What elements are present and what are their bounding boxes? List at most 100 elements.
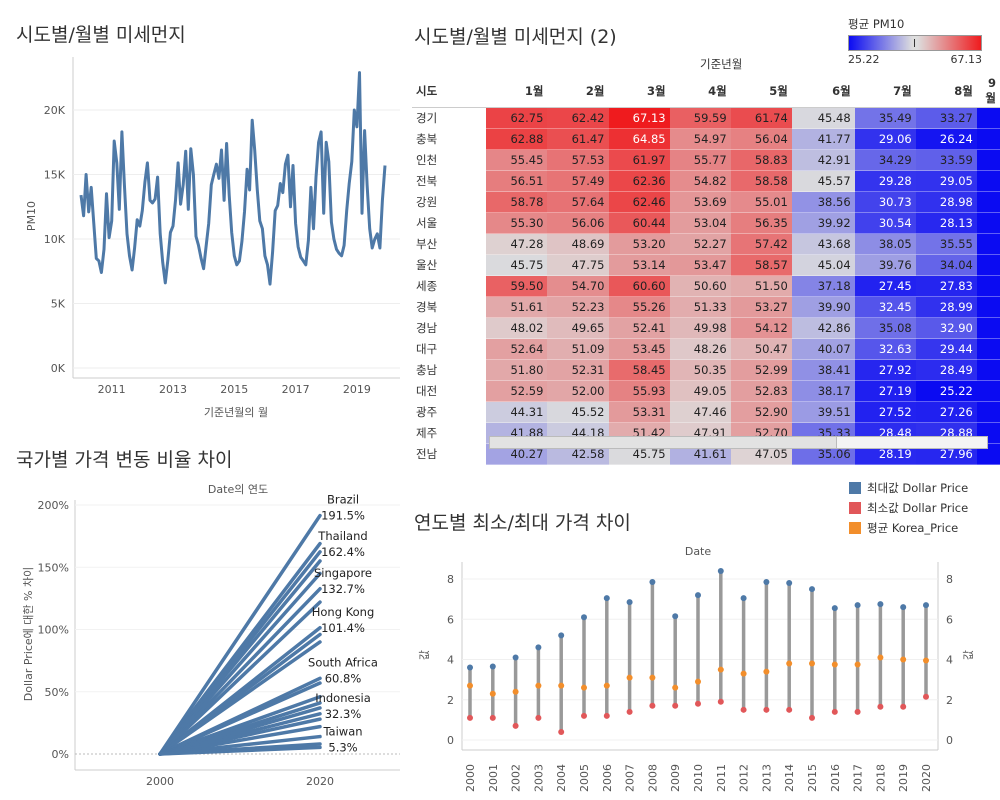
heatmap-cell: 51.61: [486, 296, 548, 318]
heatmap-cell: 52.23: [547, 296, 609, 318]
x-tick-label: 2007: [624, 764, 637, 792]
x-tick-label: 2015: [806, 764, 819, 792]
y-tick-label-left: 4: [447, 654, 454, 667]
heatmap-cell: 59.59: [669, 107, 731, 129]
heatmap-column-label: 7월: [854, 75, 916, 108]
heatmap-cell: 56.51: [486, 170, 548, 192]
avg-point: [512, 688, 519, 695]
avg-point: [831, 661, 838, 668]
heatmap-legend-title: 평균 PM10: [848, 17, 905, 31]
heatmap-row-label: 대구: [412, 338, 487, 360]
heatmap-cell: 53.20: [608, 233, 670, 255]
min-point: [603, 712, 610, 719]
min-point: [877, 703, 884, 710]
heatmap-cell: [976, 107, 1000, 129]
country-name-label: Hong Kong: [312, 605, 375, 619]
y-axis-title: Dollar Price에 대한 % 차이: [22, 567, 35, 701]
x-tick-label: 2004: [555, 764, 568, 792]
country-name-label: Taiwan: [322, 724, 362, 738]
y-tick-label-right: 0: [946, 734, 953, 747]
min-point: [763, 706, 770, 713]
x-tick-label: 2016: [829, 764, 842, 792]
avg-point: [740, 670, 747, 677]
heatmap-row: 경북 51.61 52.23 55.26 51.33 53.27 39.90 32.45 28.…: [412, 296, 1000, 318]
heatmap-scrollbar[interactable]: [489, 436, 988, 449]
country-series-line: [158, 681, 322, 756]
country-value-label: 32.3%: [325, 707, 362, 721]
avg-point: [717, 666, 724, 673]
heatmap-cell: 29.06: [854, 128, 916, 150]
heatmap-cell: 58.58: [730, 170, 792, 192]
min-point: [854, 708, 861, 715]
heatmap-cell: [976, 191, 1000, 213]
heatmap-cell: 32.63: [854, 338, 916, 360]
heatmap-row-label: 서울: [412, 212, 487, 234]
x-tick-label: 2019: [343, 383, 371, 396]
max-point: [763, 579, 770, 586]
heatmap-cell: 52.41: [608, 317, 670, 339]
heatmap-cell: 29.44: [915, 338, 977, 360]
avg-point: [786, 660, 793, 667]
heatmap-cell: 42.91: [791, 149, 855, 171]
max-point: [603, 595, 610, 602]
min-point: [535, 714, 542, 721]
max-point: [649, 579, 656, 586]
max-point: [467, 664, 473, 671]
heatmap-cell: 32.45: [854, 296, 916, 318]
max-point: [558, 632, 565, 639]
legend-item-max: 최대값 Dollar Price: [849, 478, 968, 498]
heatmap-cell: 51.33: [669, 296, 731, 318]
heatmap-row-label: 부산: [412, 233, 487, 255]
heatmap-row-label: 울산: [412, 254, 487, 276]
column-title: Date의 연도: [208, 483, 268, 496]
avg-point: [672, 684, 679, 691]
country-value-label: 60.8%: [325, 671, 362, 685]
heatmap-cell: 53.69: [669, 191, 731, 213]
y-tick-label: 15K: [44, 169, 66, 182]
heatmap-cell: [976, 128, 1000, 150]
avg-point: [809, 660, 815, 667]
heatmap-cell: 56.06: [547, 212, 609, 234]
heatmap-cell: [976, 170, 1000, 192]
x-tick-label: 2000: [146, 775, 174, 788]
max-point: [672, 613, 679, 620]
max-point: [877, 601, 884, 608]
heatmap-cell: 38.05: [854, 233, 916, 255]
heatmap-cell: 28.98: [915, 191, 977, 213]
heatmap-cell: 62.42: [547, 107, 609, 129]
y-tick-label-right: 6: [946, 613, 953, 626]
heatmap-cell: 30.73: [854, 191, 916, 213]
x-tick-label: 2017: [852, 764, 865, 792]
x-tick-label: 2015: [220, 383, 248, 396]
max-point: [695, 592, 701, 599]
heatmap-cell: 48.69: [547, 233, 609, 255]
heatmap-row-label: 충남: [412, 359, 487, 381]
heatmap-cell: 57.53: [547, 149, 609, 171]
heatmap-cell: 61.74: [730, 107, 792, 129]
x-tick-label: 2017: [282, 383, 310, 396]
heatmap-cell: [976, 296, 1000, 318]
y-axis-title-right: 값: [962, 650, 975, 660]
heatmap-cell: 38.41: [791, 359, 855, 381]
heatmap-row-label: 대전: [412, 380, 487, 402]
heatmap-row: 전북 56.51 57.49 62.36 54.82 58.58 45.57 29.28 29.…: [412, 170, 1000, 192]
panel3-title: 국가별 가격 변동 비율 차이: [16, 449, 233, 471]
heatmap-row-label: 제주: [412, 422, 487, 444]
heatmap-cell: 52.00: [547, 380, 609, 402]
x-axis-title: 기준년월의 월: [204, 406, 268, 419]
max-point: [854, 602, 861, 609]
max-point: [809, 586, 815, 593]
min-point: [717, 698, 724, 705]
heatmap-scrollbar-thumb[interactable]: [490, 437, 837, 448]
heatmap-cell: 60.44: [608, 212, 670, 234]
heatmap-cell: 62.88: [486, 128, 548, 150]
heatmap-cell: 55.93: [608, 380, 670, 402]
country-series-line: [158, 571, 322, 756]
heatmap-cell: [976, 233, 1000, 255]
heatmap-column-header: 기준년월: [700, 57, 743, 71]
max-point: [535, 644, 542, 651]
heatmap-cell: 43.68: [791, 233, 855, 255]
heatmap-cell: 52.59: [486, 380, 548, 402]
heatmap-row: 충남 51.80 52.31 58.45 50.35 52.99 38.41 27.92 28.…: [412, 359, 1000, 381]
heatmap-cell: 49.05: [669, 380, 731, 402]
